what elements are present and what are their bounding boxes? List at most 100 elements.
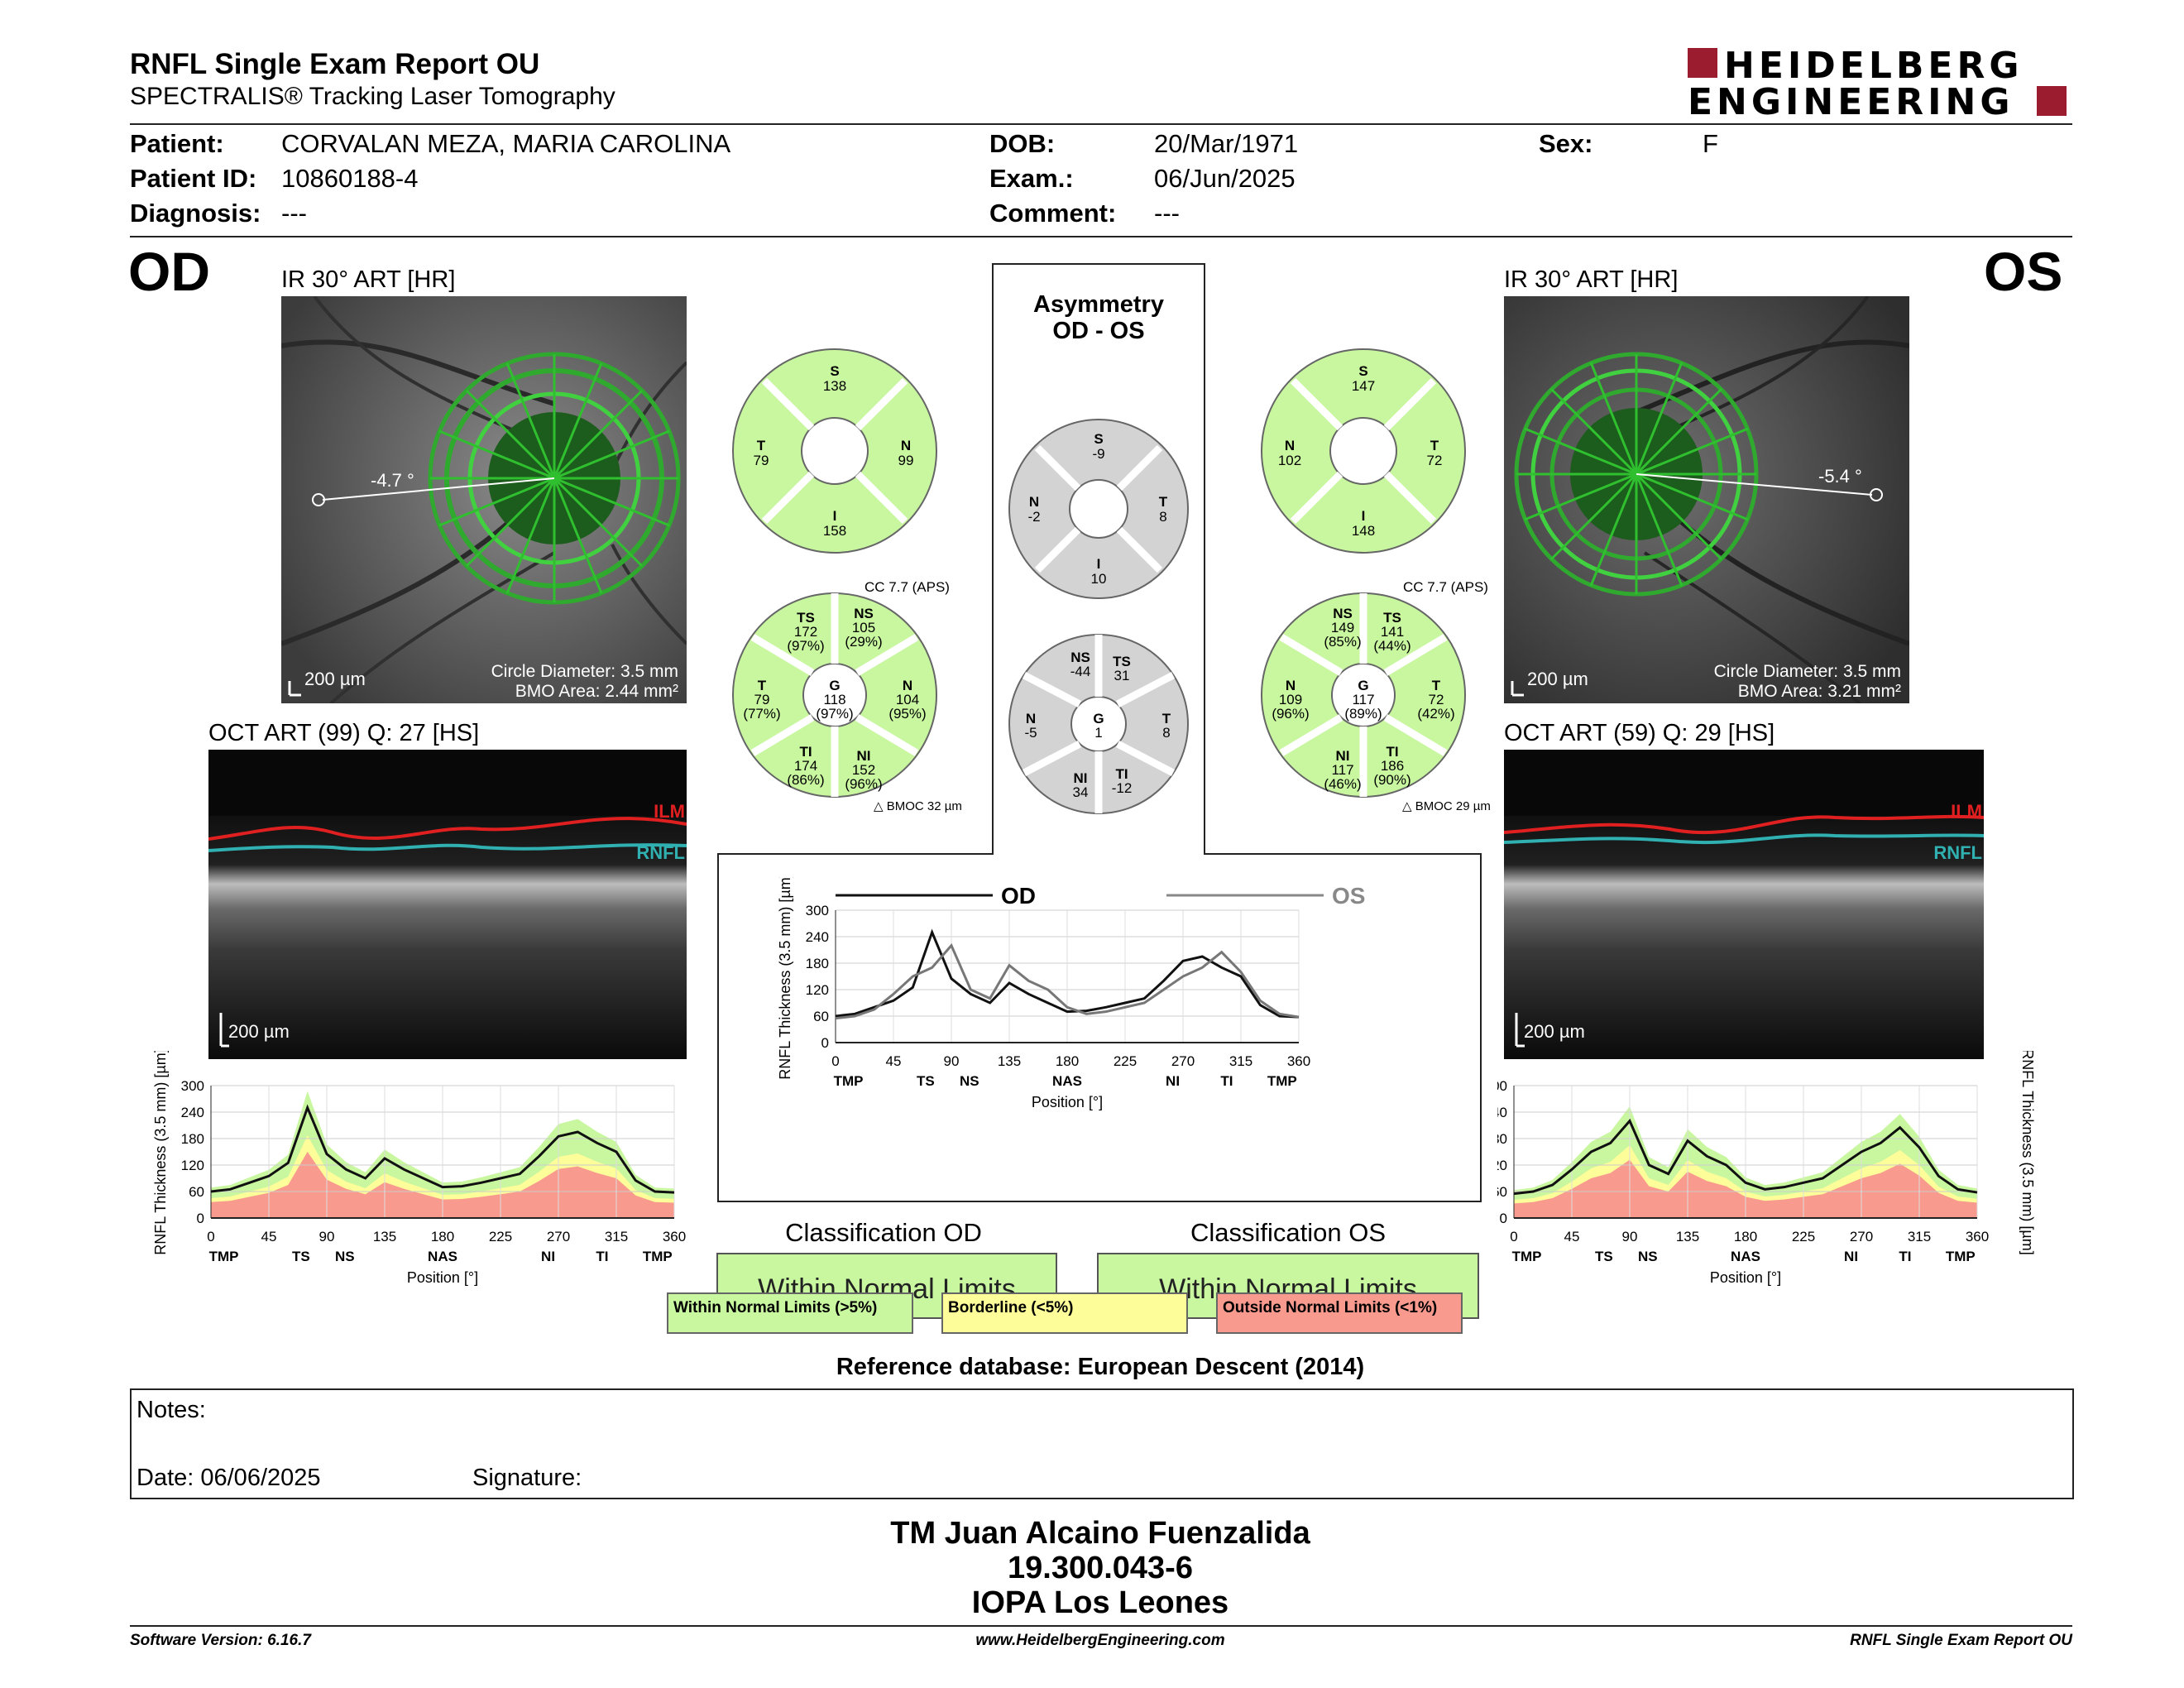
x-tick-label: 225	[1792, 1229, 1815, 1244]
sector-label: NS	[960, 1073, 979, 1089]
asym-six-ts: TS 31	[1113, 654, 1131, 683]
os-quad-t: T 72	[1426, 438, 1443, 468]
y-tick-label: 0	[821, 1035, 829, 1051]
x-tick-label: 315	[1908, 1229, 1931, 1244]
dob-label: DOB:	[989, 129, 1056, 158]
od-circle-diameter: Circle Diameter: 3.5 mm	[491, 662, 678, 681]
od-bmoc: △ BMOC 32 µm	[874, 799, 962, 813]
x-tick-label: 270	[547, 1229, 570, 1244]
y-tick-label: 0	[197, 1211, 204, 1226]
os-scale-label: 200 µm	[1527, 669, 1588, 689]
x-tick-label: 180	[431, 1229, 454, 1244]
x-tick-label: 225	[1114, 1053, 1137, 1069]
website-link[interactable]: www.HeidelbergEngineering.com	[975, 1632, 1225, 1649]
signature-label: Signature:	[472, 1465, 582, 1491]
od-six-g: G 118 (97%)	[816, 678, 854, 722]
y-tick-label: 120	[1497, 1158, 1507, 1173]
sector-label: TMP	[643, 1249, 673, 1264]
os-eye-label: OS	[1984, 241, 2063, 302]
sector-label: NAS	[1731, 1249, 1760, 1264]
sector-label: TMP	[1267, 1073, 1297, 1089]
sector-label: NS	[335, 1249, 355, 1264]
asym-quad-n: N -2	[1027, 494, 1041, 525]
os-quad-i: I 148	[1351, 508, 1376, 539]
software-version: Software Version: 6.16.7	[130, 1632, 311, 1649]
y-axis-title: RNFL Thickness (3.5 mm) [µm]	[777, 877, 793, 1080]
x-tick-label: 180	[1734, 1229, 1757, 1244]
notes-label: Notes:	[136, 1397, 206, 1423]
footer-clinic: IOPA Los Leones	[971, 1585, 1229, 1620]
heidelberg-logo: HEIDELBERG ENGINEERING	[1688, 45, 2072, 123]
x-axis-title: Position [°]	[1032, 1094, 1103, 1110]
asym-quad-s: S -9	[1092, 431, 1105, 462]
od-six-t: T 79 (77%)	[743, 678, 781, 722]
y-axis-title: RNFL Thickness (3.5 mm) [µm]	[2019, 1051, 2036, 1255]
os-fundus-image: -5.4 ° 200 µm Circle Diameter: 3.5 mm BM…	[1504, 296, 1909, 703]
patient-id: 10860188-4	[281, 164, 419, 193]
dob-value: 20/Mar/1971	[1154, 129, 1299, 158]
x-tick-label: 360	[663, 1229, 686, 1244]
sector-label: NS	[1638, 1249, 1658, 1264]
os-rnfl-label: RNFL	[1933, 842, 1982, 863]
classification-os-title: Classification OS	[1190, 1218, 1387, 1247]
x-axis-title: Position [°]	[407, 1269, 478, 1286]
diagnosis-label: Diagnosis:	[130, 199, 261, 228]
sector-label: NI	[1166, 1073, 1180, 1089]
sector-label: TS	[1595, 1249, 1613, 1264]
y-tick-label: 240	[806, 929, 829, 945]
od-eye-label: OD	[128, 241, 210, 302]
y-tick-label: 60	[1497, 1184, 1507, 1200]
x-tick-label: 90	[319, 1229, 335, 1244]
sector-label: TS	[292, 1249, 310, 1264]
os-fundus-svg	[1504, 296, 1909, 703]
x-tick-label: 45	[1564, 1229, 1580, 1244]
od-scale-label: 200 µm	[304, 669, 366, 689]
sector-label: TMP	[834, 1073, 864, 1089]
x-tick-label: 270	[1850, 1229, 1873, 1244]
legend-os-label: OS	[1332, 883, 1365, 909]
comment-label: Comment:	[989, 199, 1117, 228]
os-six-ti: TI 186 (90%)	[1373, 744, 1411, 788]
legend-outside-normal: Outside Normal Limits (<1%)	[1216, 1292, 1463, 1334]
date-label: Date: 06/06/2025	[136, 1465, 321, 1491]
od-cc: CC 7.7 (APS)	[864, 579, 950, 595]
od-oct-image: ILM RNFL 200 µm	[208, 750, 687, 1059]
x-tick-label: 0	[207, 1229, 214, 1244]
x-tick-label: 45	[261, 1229, 277, 1244]
sector-label: TS	[917, 1073, 935, 1089]
od-six-ns: NS 105 (29%)	[845, 606, 883, 650]
asymmetry-title-2: OD - OS	[1052, 318, 1145, 344]
y-tick-label: 300	[1497, 1078, 1507, 1094]
sex-value: F	[1703, 129, 1718, 158]
os-six-ns: NS 149 (85%)	[1324, 606, 1362, 650]
asym-six-ni: NI 34	[1072, 770, 1089, 800]
patient-id-label: Patient ID:	[130, 164, 257, 193]
x-tick-label: 0	[831, 1053, 839, 1069]
notes-box[interactable]: Notes: Date: 06/06/2025 Signature:	[130, 1388, 2074, 1499]
footer-name: TM Juan Alcaino Fuenzalida	[890, 1516, 1310, 1551]
os-six-n: N 109 (96%)	[1272, 678, 1310, 722]
sector-label: TMP	[1512, 1249, 1542, 1264]
os-oct-title: OCT ART (59) Q: 29 [HS]	[1504, 720, 1775, 746]
y-tick-label: 180	[1497, 1131, 1507, 1147]
x-tick-label: 315	[605, 1229, 628, 1244]
footer-rut: 19.300.043-6	[1008, 1551, 1193, 1585]
asym-six-n: N -5	[1024, 711, 1037, 741]
asym-six-ns: NS -44	[1070, 650, 1091, 679]
od-fundus-svg	[281, 296, 687, 703]
report-title: RNFL Single Exam Report OU	[130, 48, 540, 80]
footer-report-name: RNFL Single Exam Report OU	[1850, 1632, 2072, 1649]
od-six-ts: TS 172 (97%)	[787, 610, 825, 654]
x-tick-label: 315	[1229, 1053, 1252, 1069]
od-oct-scale: 200 µm	[228, 1021, 290, 1042]
asym-quad-i: I 10	[1090, 556, 1107, 587]
x-tick-label: 135	[373, 1229, 396, 1244]
od-oct-svg	[208, 816, 687, 1059]
x-tick-label: 270	[1171, 1053, 1195, 1069]
od-quad-s: S 138	[822, 363, 847, 394]
os-circle-diameter: Circle Diameter: 3.5 mm	[1713, 662, 1901, 681]
od-oct-title: OCT ART (99) Q: 27 [HS]	[208, 720, 480, 746]
x-tick-label: 135	[1676, 1229, 1699, 1244]
os-six-ni: NI 117 (46%)	[1324, 748, 1362, 792]
sector-label: TI	[1220, 1073, 1233, 1089]
